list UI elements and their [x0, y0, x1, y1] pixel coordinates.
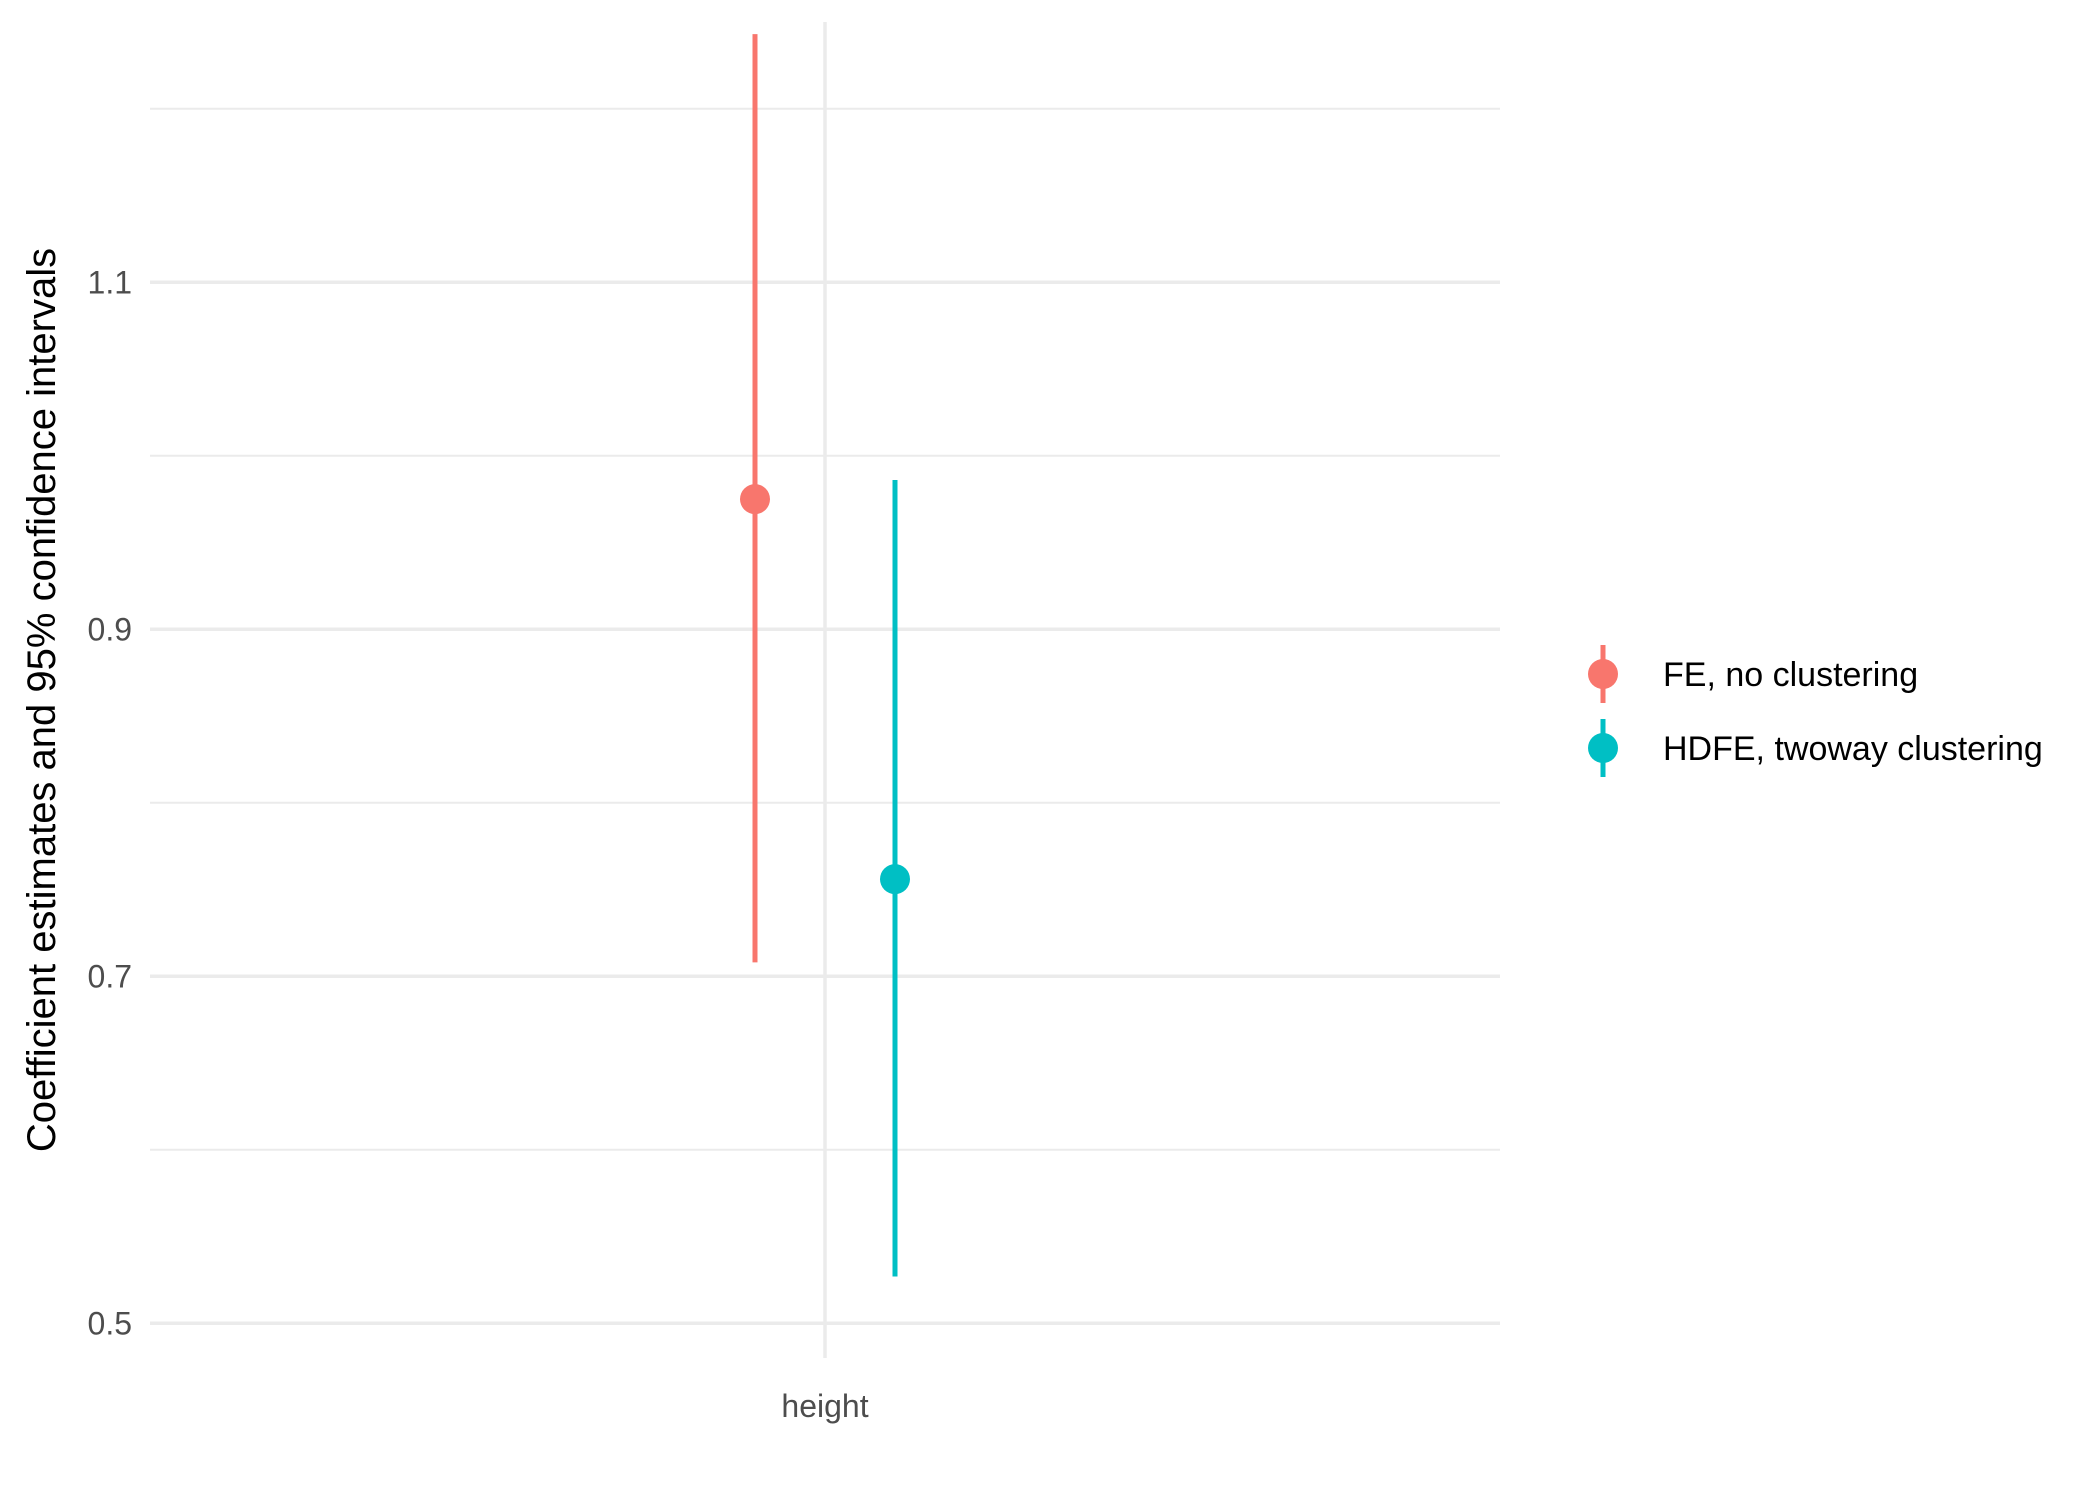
estimate-point: [740, 484, 770, 515]
legend-key-point: [1588, 659, 1618, 689]
y-tick-label: 1.1: [88, 264, 132, 300]
y-tick-label: 0.9: [88, 611, 132, 647]
y-tick-label: 0.7: [88, 958, 132, 994]
legend-label: FE, no clustering: [1663, 656, 1918, 694]
y-tick-label: 0.5: [88, 1305, 132, 1341]
grid-layer: [150, 22, 1500, 1358]
marks-layer: [740, 34, 910, 1277]
legend: FE, no clustering HDFE, twoway clustering: [1588, 645, 2043, 777]
legend-label: HDFE, twoway clustering: [1663, 730, 2043, 768]
y-axis-title: Coefficient estimates and 95% confidence…: [20, 248, 64, 1152]
x-tick-label: height: [781, 1388, 868, 1424]
estimate-point: [880, 864, 910, 895]
legend-key-point: [1588, 733, 1618, 763]
axis-layer: 0.5 0.7 0.9 1.1 height: [88, 264, 869, 1424]
